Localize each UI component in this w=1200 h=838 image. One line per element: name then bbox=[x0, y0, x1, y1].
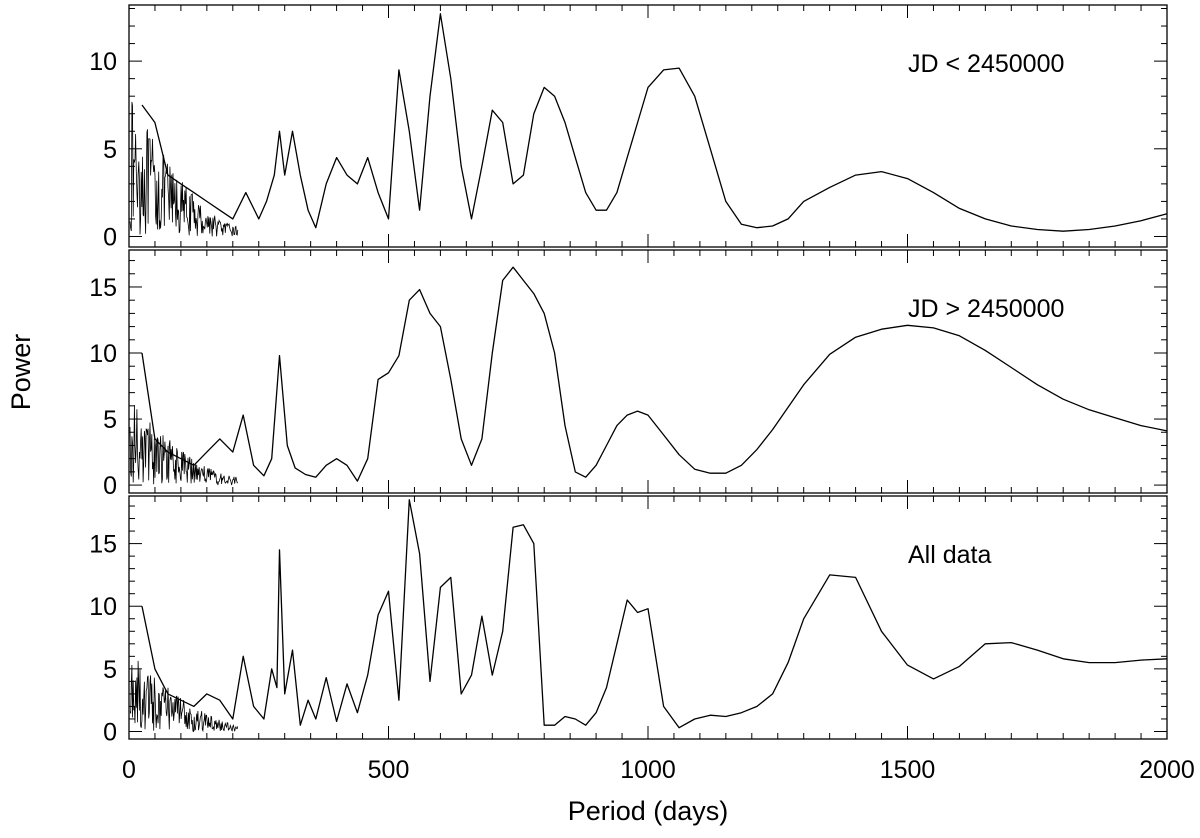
y-axis-title: Power bbox=[6, 334, 36, 411]
y-tick-label: 10 bbox=[89, 340, 117, 368]
y-tick-label: 5 bbox=[103, 136, 117, 164]
power-series bbox=[141, 266, 1168, 482]
y-tick-label: 10 bbox=[89, 48, 117, 76]
x-tick-label: 0 bbox=[122, 756, 136, 784]
panel-annotation: JD > 2450000 bbox=[908, 295, 1064, 323]
y-tick-label: 5 bbox=[103, 656, 117, 684]
x-tick-label: 500 bbox=[368, 756, 410, 784]
y-tick-label: 0 bbox=[103, 718, 117, 746]
y-tick-label: 10 bbox=[89, 593, 117, 621]
panel-1: 0 5 10 JD < 2450000 bbox=[89, 4, 1168, 251]
y-tick-label: 15 bbox=[89, 274, 117, 302]
panels-layer: 0 5 10 JD < 2450000 0 5 10 15 JD > 2450000 0 5 10 15… bbox=[89, 4, 1195, 784]
panel-frame bbox=[128, 495, 1168, 740]
x-tick-labels: 0 500 1000 1500 2000 bbox=[122, 756, 1195, 784]
noise-series bbox=[129, 660, 239, 733]
x-axis-title: Period (days) bbox=[568, 796, 729, 826]
x-tick-label: 1000 bbox=[620, 756, 676, 784]
y-tick-label: 5 bbox=[103, 406, 117, 434]
y-tick-label: 0 bbox=[103, 223, 117, 251]
panel-frame bbox=[128, 4, 1168, 248]
x-tick-label: 1500 bbox=[880, 756, 936, 784]
panel-3: 0 5 10 15 All data bbox=[89, 495, 1168, 746]
panel-annotation: JD < 2450000 bbox=[908, 50, 1064, 78]
x-tick-label: 2000 bbox=[1139, 756, 1195, 784]
y-tick-label: 0 bbox=[103, 472, 117, 500]
power-series bbox=[141, 13, 1168, 232]
noise-series bbox=[129, 405, 238, 486]
panel-frame bbox=[128, 249, 1168, 494]
power-series bbox=[141, 499, 1168, 729]
noise-series bbox=[129, 101, 239, 237]
y-tick-label: 15 bbox=[89, 531, 117, 559]
panel-annotation: All data bbox=[908, 541, 991, 569]
panel-2: 0 5 10 15 JD > 2450000 bbox=[89, 249, 1168, 500]
